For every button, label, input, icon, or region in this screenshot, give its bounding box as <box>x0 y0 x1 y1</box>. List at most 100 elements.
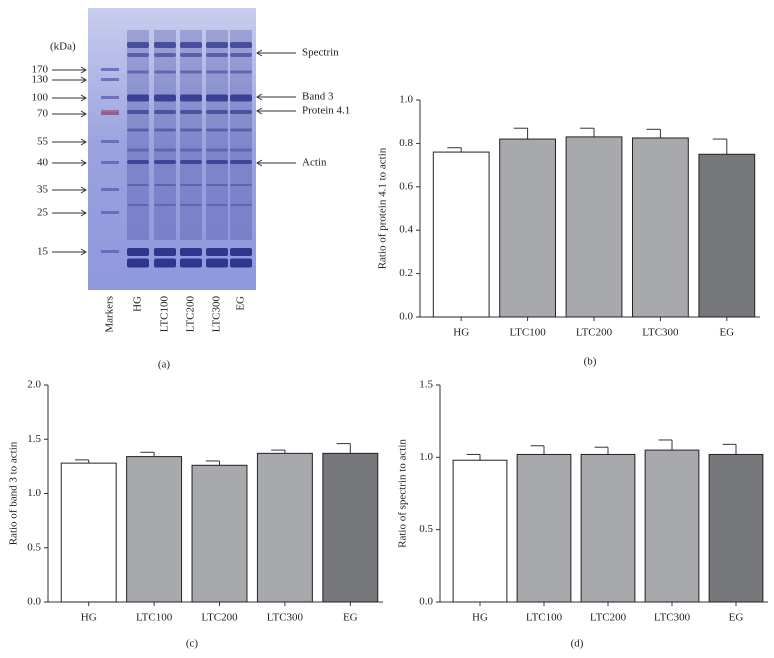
bar <box>432 151 490 318</box>
arrow-head <box>256 107 263 115</box>
bar <box>191 464 248 603</box>
sample-band <box>180 148 202 152</box>
sample-band <box>206 42 228 48</box>
sample-band <box>154 258 176 268</box>
y-tick-label: 1.5 <box>419 379 433 391</box>
lane-label: EG <box>235 296 247 311</box>
marker-band <box>101 78 119 81</box>
marker-label: 100 <box>32 92 49 104</box>
arrow-head <box>80 186 87 194</box>
arrow-head <box>80 248 87 256</box>
bar <box>452 459 508 603</box>
y-tick-label: 0.5 <box>419 523 433 535</box>
x-tick-label: HG <box>81 612 97 624</box>
x-tick-label: LTC100 <box>136 612 173 624</box>
marker-label: 170 <box>32 64 49 76</box>
bar <box>580 453 636 603</box>
y-tick-label: 0.0 <box>419 596 433 608</box>
lane-smear <box>230 30 252 240</box>
panel-label: (c) <box>186 638 199 650</box>
marker-band <box>101 68 119 71</box>
bar <box>256 452 313 603</box>
y-tick-label: 0.2 <box>399 267 413 279</box>
sample-band <box>230 148 252 152</box>
y-tick-label: 2.0 <box>27 379 41 391</box>
sample-band <box>127 148 149 152</box>
marker-label: 70 <box>37 108 49 120</box>
y-tick-label: 0.8 <box>399 137 413 149</box>
marker-band <box>101 188 119 191</box>
x-tick-label: EG <box>729 612 744 624</box>
sample-band <box>127 128 149 132</box>
x-tick-label: LTC100 <box>509 327 546 339</box>
sample-band <box>154 42 176 48</box>
marker-label: 130 <box>32 74 49 86</box>
arrow-head <box>80 66 87 74</box>
sample-band <box>127 248 149 256</box>
unit-label: (kDa) <box>50 41 76 53</box>
y-tick-label: 1.5 <box>27 433 41 445</box>
sample-band <box>180 248 202 256</box>
bar <box>644 449 700 603</box>
bar <box>708 453 764 603</box>
bar <box>499 138 556 318</box>
y-tick-label: 0.0 <box>399 311 413 323</box>
sample-band <box>206 248 228 256</box>
sample-band <box>206 70 228 74</box>
lane-label: Markers <box>104 296 116 333</box>
sample-band <box>180 110 202 114</box>
lane-smear <box>127 30 149 240</box>
sample-band <box>230 42 252 48</box>
arrow-head <box>80 159 87 167</box>
bar <box>698 153 756 318</box>
bar <box>565 136 623 318</box>
arrow-head <box>256 159 263 167</box>
sample-band <box>230 258 252 268</box>
sample-band <box>180 42 202 48</box>
x-tick-label: LTC200 <box>201 612 238 624</box>
x-tick-label: HG <box>453 327 469 339</box>
y-tick-label: 0.6 <box>399 180 413 192</box>
sample-band <box>206 53 228 57</box>
sample-band <box>154 94 176 102</box>
y-axis-label: Ratio of protein 4.1 to actin <box>377 147 389 269</box>
sample-band <box>154 110 176 114</box>
y-tick-label: 0.5 <box>27 541 41 553</box>
arrow-head <box>80 110 87 118</box>
bar <box>632 137 689 318</box>
marker-band <box>101 211 119 214</box>
arrow-head <box>80 138 87 146</box>
bar <box>60 462 117 603</box>
band-label: Spectrin <box>302 47 339 59</box>
sample-band <box>154 148 176 152</box>
panel-label: (a) <box>158 359 171 371</box>
marker-label: 35 <box>37 184 49 196</box>
arrow-head <box>80 94 87 102</box>
sample-band <box>154 160 176 164</box>
marker-label: 55 <box>37 136 49 148</box>
x-tick-label: HG <box>472 612 488 624</box>
arrow-head <box>256 49 263 57</box>
sample-band <box>154 53 176 57</box>
sample-band <box>154 70 176 74</box>
sample-band <box>154 184 176 186</box>
y-tick-label: 1.0 <box>419 451 433 463</box>
sample-band <box>127 110 149 114</box>
sample-band <box>154 128 176 132</box>
arrow-head <box>80 209 87 217</box>
bar <box>516 453 572 603</box>
panel-label: (b) <box>584 356 597 368</box>
sample-band <box>180 94 202 102</box>
sample-band <box>127 258 149 268</box>
band-label: Actin <box>302 157 327 169</box>
lane-label: LTC200 <box>185 296 197 333</box>
sample-band <box>230 94 252 102</box>
sample-band <box>180 204 202 206</box>
marker-label: 15 <box>37 246 49 258</box>
marker-band <box>101 250 119 253</box>
marker-band <box>101 140 119 143</box>
y-tick-label: 1.0 <box>27 487 41 499</box>
x-tick-label: LTC100 <box>526 612 563 624</box>
x-tick-label: LTC200 <box>576 327 613 339</box>
marker-band <box>101 110 119 115</box>
